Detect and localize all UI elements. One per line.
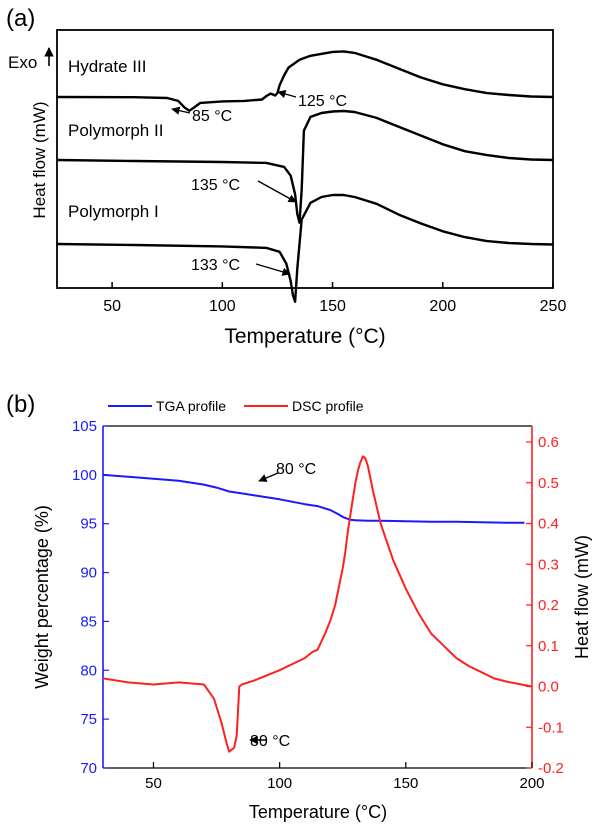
panel-a: (a) Exo 50 100 150 200 250 Hydrate III Polym… xyxy=(6,5,566,348)
series-line-tga-profile xyxy=(102,473,525,524)
panel-b-y-axis-label-right: Heat flow (mW) xyxy=(572,535,592,659)
panel-b-x-tick-label-100: 100 xyxy=(267,775,292,792)
legend-dsc-label: DSC profile xyxy=(292,398,364,414)
panel-b-x-tick-label-50: 50 xyxy=(145,775,162,792)
panel-b-left-tick-label-70: 70 xyxy=(80,760,97,777)
series-line-polymorph-ii xyxy=(56,109,554,224)
panel-a-x-ticks: 50 100 150 200 250 xyxy=(103,282,566,315)
panel-a-x-tick-label-150: 150 xyxy=(319,298,346,315)
panel-a-y-axis-label: Heat flow (mW) xyxy=(30,101,49,218)
panel-b-x-tick-label-200: 200 xyxy=(519,775,544,792)
annotation-133c-label: 133 °C xyxy=(191,257,240,274)
panel-b-right-tick-label-0-4: 0.4 xyxy=(538,516,559,533)
panel-a-label: (a) xyxy=(6,5,35,32)
panel-b-lines xyxy=(102,455,533,753)
panel-b: (b) TGA profile DSC profile 50 100 150 200 7… xyxy=(6,391,592,822)
panel-b-x-axis-label: Temperature (°C) xyxy=(249,802,387,822)
annotation-135c-label: 135 °C xyxy=(191,177,240,194)
annotation-tga-80c: 80 °C xyxy=(258,461,316,482)
annotation-135c: 135 °C xyxy=(191,177,297,203)
legend-tga-label: TGA profile xyxy=(156,398,226,414)
panel-b-right-tick-label-0-5: 0.5 xyxy=(538,475,559,492)
panel-b-right-tick-label-0-6: 0.6 xyxy=(538,434,559,451)
annotation-125c: 125 °C xyxy=(277,89,347,110)
panel-b-left-tick-label-80: 80 xyxy=(80,662,97,679)
annotation-85c: 85 °C xyxy=(171,106,232,125)
panel-b-right-tick-label-0-1: 0.1 xyxy=(538,638,559,655)
panel-b-y-axis-label-left: Weight percentage (%) xyxy=(32,505,52,689)
panel-b-plot-frame xyxy=(102,425,533,769)
annotation-125c-label: 125 °C xyxy=(298,93,347,110)
panel-a-x-tick-label-250: 250 xyxy=(540,298,567,315)
series-label-hydrate-iii: Hydrate III xyxy=(68,57,146,76)
annotation-dsc-80c-label: 80 °C xyxy=(250,733,290,750)
panel-b-right-tick-label-0-2: -0.2 xyxy=(538,760,564,777)
panel-a-exo-label: Exo xyxy=(8,53,37,72)
panel-a-x-tick-label-50: 50 xyxy=(103,298,121,315)
series-line-dsc-profile xyxy=(102,455,533,753)
panel-b-left-tick-label-90: 90 xyxy=(80,565,97,582)
panel-b-right-tick-label-0-2: 0.2 xyxy=(538,597,559,614)
panel-b-ticks: 50 100 150 200 70 75 80 85 90 95 100 105 -0.2 -0.1 0.0… xyxy=(72,418,564,792)
panel-b-right-tick-label-0-1: -0.1 xyxy=(538,719,564,736)
annotation-85c-label: 85 °C xyxy=(192,108,232,125)
legend: TGA profile DSC profile xyxy=(108,398,364,414)
panel-b-right-tick-label-0-3: 0.3 xyxy=(538,556,559,573)
panel-a-x-tick-label-200: 200 xyxy=(429,298,456,315)
panel-b-left-tick-label-75: 75 xyxy=(80,711,97,728)
annotation-tga-80c-label: 80 °C xyxy=(276,461,316,478)
panel-a-lines xyxy=(56,50,554,303)
annotation-133c: 133 °C xyxy=(191,257,291,276)
series-label-polymorph-i: Polymorph I xyxy=(68,202,159,221)
panel-a-x-tick-label-100: 100 xyxy=(209,298,236,315)
panel-b-right-tick-label-0-0: 0.0 xyxy=(538,679,559,696)
series-line-polymorph-i xyxy=(56,193,554,303)
panel-b-left-tick-label-105: 105 xyxy=(72,418,97,435)
panel-b-x-tick-label-150: 150 xyxy=(393,775,418,792)
panel-a-x-axis-label: Temperature (°C) xyxy=(224,325,385,348)
panel-b-label: (b) xyxy=(6,391,35,418)
series-label-polymorph-ii: Polymorph II xyxy=(68,121,163,140)
panel-b-left-tick-label-85: 85 xyxy=(80,613,97,630)
panel-b-left-tick-label-100: 100 xyxy=(72,467,97,484)
panel-b-left-tick-label-95: 95 xyxy=(80,516,97,533)
annotation-dsc-80c: 80 °C xyxy=(249,733,290,750)
series-line-hydrate-iii xyxy=(56,50,554,112)
